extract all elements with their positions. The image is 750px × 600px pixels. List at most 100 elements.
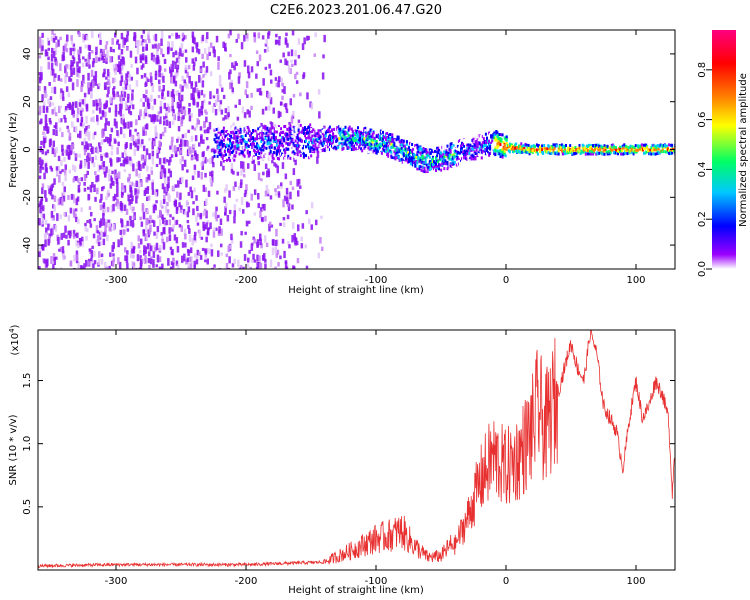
- band-cell: [268, 154, 271, 158]
- band-cell: [386, 147, 389, 151]
- heatmap-cell: [73, 254, 76, 262]
- band-cell: [424, 159, 427, 162]
- heatmap-cell: [126, 34, 129, 42]
- heatmap-cell: [180, 139, 183, 148]
- band-cell: [469, 158, 472, 162]
- band-cell: [315, 127, 318, 131]
- heatmap-cell: [85, 236, 88, 241]
- band-cell: [497, 141, 500, 145]
- heatmap-cell: [42, 101, 46, 106]
- band-cell: [422, 147, 425, 150]
- heatmap-cell: [169, 246, 173, 251]
- heatmap-cell: [83, 160, 87, 168]
- heatmap-cell: [232, 170, 235, 175]
- heatmap-cell: [142, 46, 145, 52]
- heatmap-cell: [220, 160, 223, 167]
- heatmap-cell: [204, 157, 207, 164]
- heatmap-cell: [220, 243, 223, 248]
- heatmap-cell: [76, 61, 79, 68]
- heatmap-cell: [55, 60, 58, 67]
- heatmap-cell: [183, 139, 187, 147]
- heatmap-cell: [119, 127, 123, 135]
- heatmap-cell: [252, 236, 255, 240]
- band-cell: [375, 140, 378, 143]
- heatmap-cell: [217, 56, 220, 62]
- heatmap-cell: [71, 121, 74, 128]
- heatmap-cell: [89, 143, 92, 147]
- heatmap-cell: [216, 190, 219, 195]
- heatmap-cell: [77, 49, 80, 55]
- band-cell: [231, 138, 234, 142]
- band-cell: [250, 135, 253, 139]
- band-cell: [236, 139, 239, 143]
- band-cell: [375, 142, 378, 146]
- heatmap-cell: [202, 61, 205, 68]
- band-cell: [614, 146, 617, 149]
- band-cell: [409, 163, 411, 167]
- heatmap-cell: [154, 43, 157, 49]
- band-cell: [501, 155, 504, 159]
- band-cell: [336, 126, 339, 130]
- heatmap-cell: [58, 118, 61, 123]
- band-cell: [497, 152, 500, 156]
- band-cell: [475, 142, 478, 146]
- heatmap-cell: [294, 50, 297, 57]
- band-cell: [443, 147, 446, 151]
- band-cell: [438, 167, 441, 171]
- band-cell: [275, 130, 278, 134]
- heatmap-cell: [61, 90, 65, 99]
- heatmap-cell: [152, 35, 156, 41]
- heatmap-cell: [296, 147, 299, 156]
- heatmap-cell: [119, 94, 122, 99]
- band-cell: [262, 129, 265, 132]
- heatmap-cell: [287, 65, 291, 73]
- band-cell: [455, 147, 458, 151]
- band-cell: [365, 131, 368, 135]
- heatmap-cell: [282, 217, 286, 221]
- heatmap-cell: [230, 168, 234, 174]
- band-cell: [590, 144, 592, 148]
- band-cell: [308, 136, 311, 140]
- heatmap-cell: [283, 86, 286, 94]
- heatmap-cell: [190, 190, 194, 199]
- heatmap-cell: [208, 248, 211, 255]
- band-cell: [402, 160, 405, 164]
- band-cell: [370, 142, 373, 146]
- heatmap-cell: [104, 225, 107, 233]
- heatmap-cell: [91, 61, 95, 68]
- heatmap-cell: [161, 183, 165, 190]
- band-cell: [238, 132, 241, 136]
- heatmap-cell: [182, 106, 186, 110]
- band-cell: [536, 152, 539, 156]
- band-cell: [630, 147, 633, 151]
- band-cell: [477, 153, 480, 156]
- heatmap-cell: [71, 82, 75, 91]
- heatmap-cell: [212, 212, 215, 217]
- band-cell: [274, 157, 277, 160]
- band-cell: [214, 133, 217, 137]
- band-cell: [448, 148, 451, 152]
- heatmap-cell: [171, 216, 175, 220]
- heatmap-cell: [38, 251, 41, 258]
- heatmap-cell: [159, 200, 163, 208]
- heatmap-cell: [209, 42, 213, 49]
- heatmap-cell: [285, 108, 289, 114]
- heatmap-cell: [204, 172, 207, 178]
- band-cell: [261, 154, 264, 158]
- heatmap-cell: [277, 110, 281, 119]
- band-cell: [467, 143, 470, 147]
- heatmap-cell: [210, 180, 213, 187]
- band-cell: [617, 151, 619, 155]
- heatmap-cell: [47, 47, 50, 51]
- heatmap-cell: [163, 116, 166, 120]
- band-cell: [409, 151, 411, 154]
- heatmap-cell: [58, 174, 61, 183]
- heatmap-cell: [134, 128, 137, 132]
- band-cell: [582, 150, 585, 154]
- heatmap-cell: [194, 135, 198, 142]
- heatmap-cell: [148, 137, 151, 142]
- heatmap-cell: [127, 93, 130, 99]
- heatmap-cell: [114, 111, 118, 117]
- heatmap-cell: [88, 64, 91, 69]
- band-cell: [492, 147, 495, 151]
